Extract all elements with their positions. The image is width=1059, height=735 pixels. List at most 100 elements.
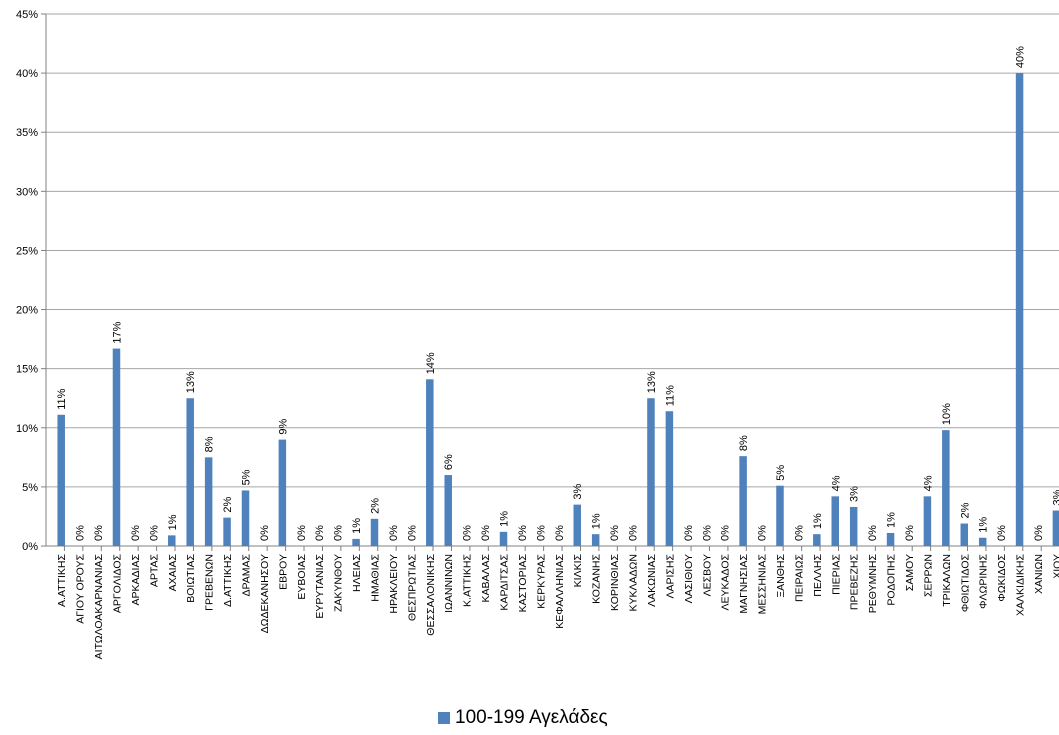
x-tick-label: ΛΑΡΙΣΗΣ xyxy=(664,554,676,599)
data-label: 0% xyxy=(757,525,769,541)
data-label: 1% xyxy=(499,511,511,527)
x-tick-label: ΗΡΑΚΛΕΙΟΥ xyxy=(388,554,400,614)
x-tick-label: ΣΑΜΟΥ xyxy=(904,554,916,591)
x-tick-label: ΤΡΙΚΑΛΩΝ xyxy=(941,554,953,607)
x-tick-label: ΔΡΑΜΑΣ xyxy=(241,553,253,596)
x-tick-label: ΧΑΝΙΩΝ xyxy=(1033,554,1045,594)
x-tick-label: ΚΕΦΑΛΛΗΝΙΑΣ xyxy=(554,554,566,629)
x-tick-label: ΚΑΣΤΟΡΙΑΣ xyxy=(517,553,529,612)
data-label: 0% xyxy=(535,525,547,541)
x-tick-label: ΕΥΒΟΙΑΣ xyxy=(296,553,308,599)
x-tick-label: ΔΩΔΕΚΑΝΗΣΟΥ xyxy=(259,554,271,633)
y-tick-label: 35% xyxy=(16,127,38,139)
data-label: 0% xyxy=(701,525,713,541)
data-label: 0% xyxy=(720,525,732,541)
data-label: 0% xyxy=(314,525,326,541)
x-tick-label: ΚΟΖΑΝΗΣ xyxy=(591,553,603,603)
y-tick-label: 10% xyxy=(16,423,38,435)
x-tick-label: Κ.ΑΤΤΙΚΗΣ xyxy=(462,553,474,606)
x-tick-labels: Α.ΑΤΤΙΚΗΣ ΑΓΙΟΥ ΟΡΟΥΣ ΑΙΤΩΛΟΑΚΑΡΝΑΝΙΑΣ ΑΡΓΟ… xyxy=(56,553,1059,659)
x-tick-label: ΜΕΣΣΗΝΙΑΣ xyxy=(757,553,769,614)
bar xyxy=(739,456,747,546)
data-label: 0% xyxy=(517,525,529,541)
bar xyxy=(370,518,379,546)
x-tick-label: ΑΡΚΑΔΙΑΣ xyxy=(130,554,142,606)
gridlines xyxy=(46,13,1059,488)
data-label: 0% xyxy=(996,525,1008,541)
x-tick-label: ΖΑΚΥΝΘΟΥ xyxy=(333,554,345,612)
bar xyxy=(591,534,600,546)
data-label: 0% xyxy=(480,525,492,541)
data-label: 8% xyxy=(204,436,216,452)
data-labels: 11% 0% 0% 17% 0% 0% 1% 13% 8% 2% 5% 0% 9% 0% 0% 0% 1% 2% 0… xyxy=(56,46,1059,541)
data-label: 5% xyxy=(241,469,253,485)
y-tick-label: 0% xyxy=(22,541,38,553)
legend: 100-199 Αγελάδες xyxy=(438,706,608,730)
data-label: 0% xyxy=(683,525,695,541)
x-tick-label: ΛΕΥΚΑΔΟΣ xyxy=(720,553,732,610)
x-tick-label: Α.ΑΤΤΙΚΗΣ xyxy=(56,553,68,606)
bar xyxy=(204,457,213,546)
x-tick-label: ΑΡΓΟΛΙΔΟΣ xyxy=(111,553,123,613)
data-label: 11% xyxy=(56,388,68,409)
data-label: 0% xyxy=(296,525,308,541)
x-tick-label: ΚΙΛΚΙΣ xyxy=(572,554,584,588)
x-tick-label: ΑΧΑΙΑΣ xyxy=(167,553,179,591)
data-label: 4% xyxy=(830,475,842,491)
bar xyxy=(426,379,434,546)
data-label: 6% xyxy=(443,454,455,470)
data-label: 8% xyxy=(738,435,750,451)
x-tick-label: ΓΡΕΒΕΝΩΝ xyxy=(204,554,216,611)
bar xyxy=(499,531,508,546)
data-label: 0% xyxy=(259,525,271,541)
y-tick-label: 25% xyxy=(16,245,38,257)
data-label: 1% xyxy=(978,517,990,533)
data-label: 0% xyxy=(867,525,879,541)
bar xyxy=(223,517,231,546)
x-tick-label: ΠΡΕΒΕΖΗΣ xyxy=(849,554,861,611)
bar xyxy=(849,506,858,546)
bar xyxy=(665,411,674,546)
data-label: 0% xyxy=(628,525,640,541)
x-tick-label: ΘΕΣΣΑΛΟΝΙΚΗΣ xyxy=(425,554,437,636)
data-label: 2% xyxy=(370,498,382,514)
x-tick-label: ΑΓΙΟΥ ΟΡΟΥΣ xyxy=(75,553,87,623)
x-tick-label: ΙΩΑΝΝΙΝΩΝ xyxy=(443,554,455,613)
x-tick-label: ΕΥΡΥΤΑΝΙΑΣ xyxy=(314,554,326,619)
y-tick-labels: 0% 5% 10% 15% 20% 25% 30% 35% 40% 45% xyxy=(16,9,38,553)
data-label: 0% xyxy=(130,525,142,541)
bar xyxy=(241,490,250,546)
bar xyxy=(886,532,895,546)
bar xyxy=(831,496,840,546)
data-label: 1% xyxy=(591,513,603,529)
x-tick-label: ΡΟΔΟΠΗΣ xyxy=(886,554,898,606)
y-tick-label: 40% xyxy=(16,68,38,80)
bar xyxy=(352,538,360,546)
x-tick-label: ΚΟΡΙΝΘΙΑΣ xyxy=(609,553,621,610)
legend-label: 100-199 Αγελάδες xyxy=(455,707,608,728)
bars xyxy=(57,73,1059,546)
bar xyxy=(444,475,452,546)
x-tick-label: Δ.ΑΤΤΙΚΗΣ xyxy=(222,553,234,606)
bar xyxy=(776,485,784,546)
bar xyxy=(1052,510,1059,546)
data-label: 3% xyxy=(572,484,584,500)
x-tick-label: ΞΑΝΘΗΣ xyxy=(775,553,787,597)
data-label: 1% xyxy=(812,513,824,529)
y-tick-label: 15% xyxy=(16,364,38,376)
bar xyxy=(573,504,581,546)
data-label: 2% xyxy=(959,502,971,518)
bar xyxy=(978,537,987,546)
data-label: 0% xyxy=(333,525,345,541)
data-label: 11% xyxy=(664,385,676,406)
y-tick-label: 5% xyxy=(22,482,38,494)
bar xyxy=(647,398,655,546)
x-tick-label: ΚΕΡΚΥΡΑΣ xyxy=(535,554,547,609)
bar xyxy=(57,414,65,546)
data-label: 1% xyxy=(167,514,179,530)
data-label: 0% xyxy=(1033,525,1045,541)
x-tick-label: ΛΑΣΙΘΙΟΥ xyxy=(683,554,695,603)
data-label: 0% xyxy=(148,525,160,541)
data-label: 2% xyxy=(222,497,234,513)
